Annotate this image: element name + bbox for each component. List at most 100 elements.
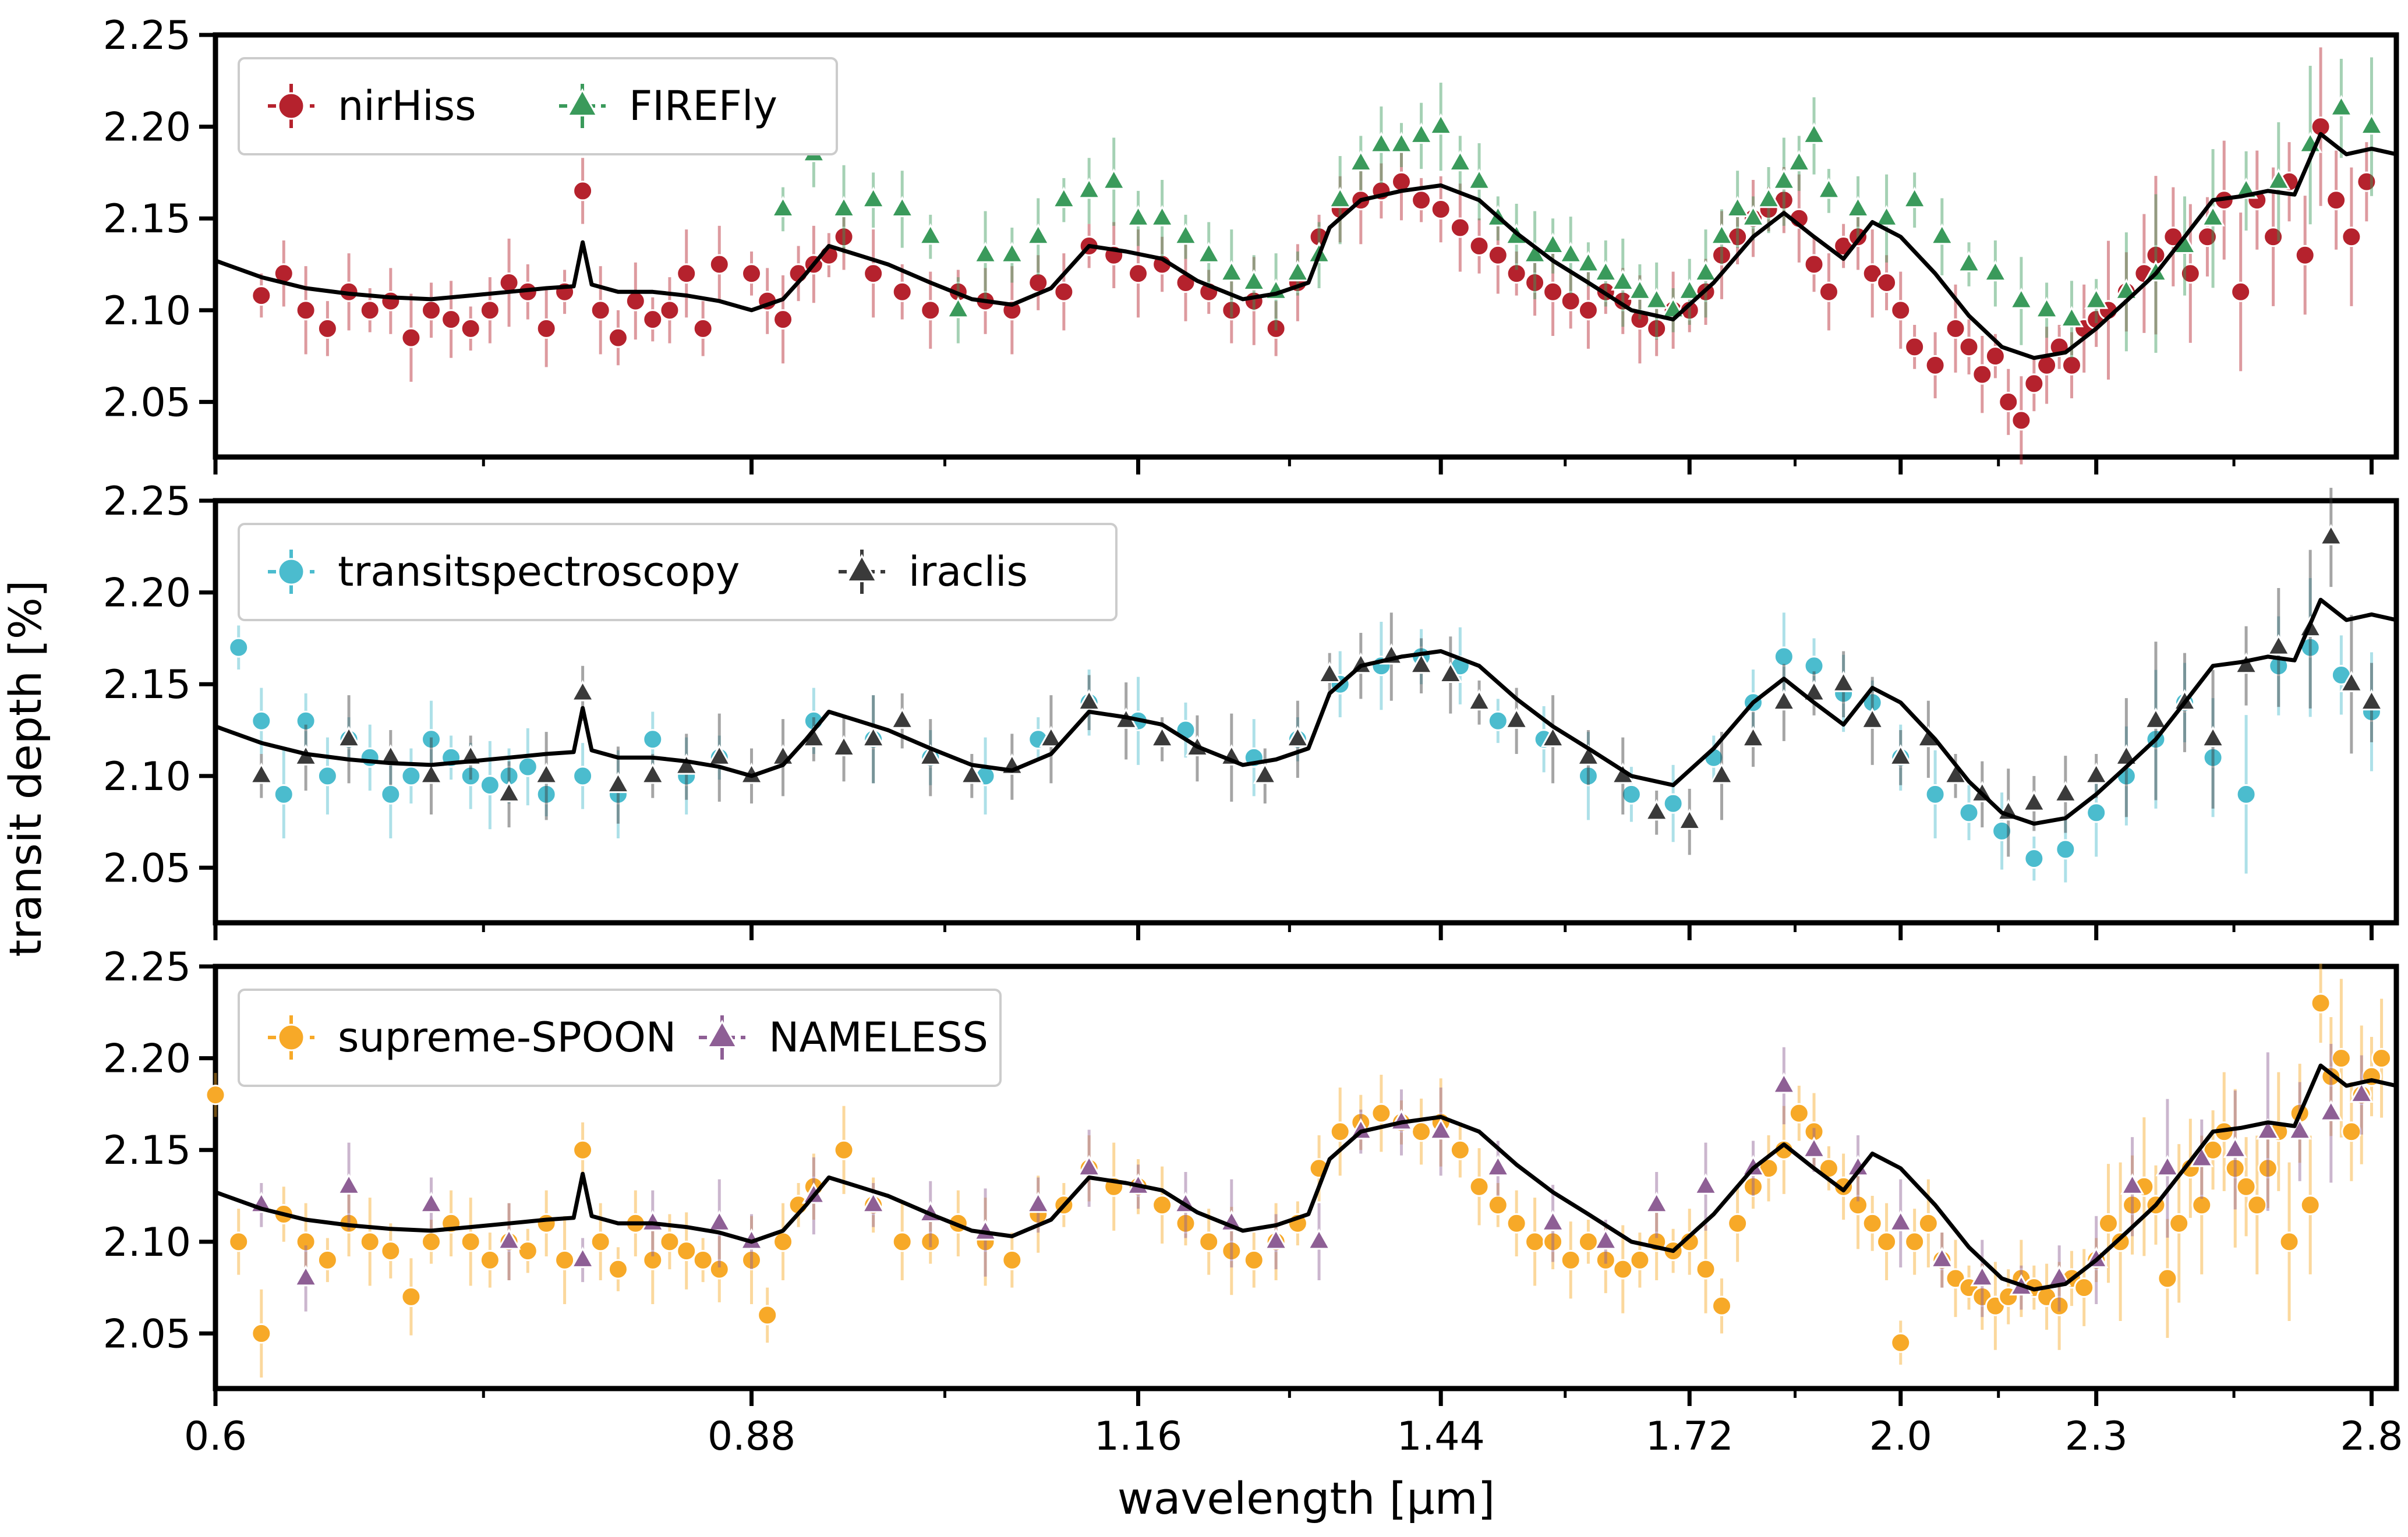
data-point (1578, 300, 1599, 321)
x-tick-label: 1.72 (1646, 1414, 1734, 1460)
data-point (674, 753, 699, 775)
legend-label: FIREFly (629, 82, 777, 130)
data-point (1152, 1195, 1173, 1216)
legend-box (238, 989, 1002, 1087)
y-tick-label: 2.20 (103, 105, 191, 151)
data-point (676, 263, 697, 284)
data-point (2230, 281, 2251, 302)
data-point (1998, 391, 2019, 412)
legend-marker (706, 1019, 738, 1048)
data-point (337, 725, 361, 748)
data-point (625, 291, 646, 311)
data-point (1771, 1072, 1796, 1094)
data-point (1679, 1231, 1700, 1252)
data-point (833, 1139, 854, 1160)
data-point (861, 725, 886, 748)
data-point (1449, 1139, 1470, 1160)
data-point (1150, 725, 1175, 748)
data-point (1053, 281, 1074, 302)
data-point (1845, 196, 1870, 217)
data-point (536, 318, 557, 339)
data-point (1409, 652, 1434, 674)
y-tick-label: 2.05 (103, 1311, 191, 1357)
data-point (1253, 762, 1277, 784)
y-tick-label: 2.20 (103, 1036, 191, 1082)
data-point (2319, 523, 2343, 546)
data-point (1985, 346, 2006, 367)
x-axis-label: wavelength [μm] (1118, 1472, 1495, 1524)
data-point (2371, 1048, 2392, 1069)
data-point (205, 1085, 226, 1106)
data-point (2074, 1277, 2095, 1298)
data-point (1645, 288, 1669, 309)
data-point (317, 766, 338, 787)
data-point (517, 1241, 538, 1262)
data-point (1709, 762, 1734, 784)
model-line (214, 1063, 2397, 1292)
data-point (273, 784, 294, 805)
data-point (1243, 1249, 1264, 1270)
data-point (421, 300, 442, 321)
data-point (1371, 1103, 1392, 1124)
data-point (1725, 196, 1750, 217)
data-point (1693, 260, 1718, 282)
data-point (973, 242, 998, 263)
data-point (1077, 177, 1101, 199)
data-point (1150, 205, 1175, 226)
data-point (2255, 1118, 2280, 1140)
x-tick-label: 2.0 (1869, 1414, 1932, 1460)
data-point (1198, 1231, 1219, 1252)
data-point (1904, 1231, 1925, 1252)
data-point (1925, 784, 1946, 805)
data-point (1467, 168, 1491, 190)
data-point (741, 1249, 762, 1270)
data-point (1265, 318, 1286, 339)
data-point (1411, 1121, 1432, 1142)
data-point (2341, 226, 2362, 247)
data-point (2120, 1173, 2145, 1195)
data-point (1816, 177, 1841, 199)
data-point (1773, 646, 1794, 667)
data-point (2266, 168, 2291, 190)
data-point (1487, 710, 1508, 731)
data-point (1242, 269, 1266, 291)
y-tick-label: 2.10 (103, 1220, 191, 1266)
data-point (1771, 689, 1796, 711)
data-point (692, 318, 713, 339)
data-point (1576, 744, 1600, 766)
series-transitspectroscopy (228, 578, 2382, 883)
data-point (1860, 707, 1884, 729)
data-point (295, 300, 316, 321)
data-point (2356, 171, 2377, 192)
series-NAMELESS (249, 1044, 2374, 1318)
data-point (1329, 1121, 1350, 1142)
data-point (2053, 781, 2078, 802)
data-point (1558, 242, 1583, 263)
legend-label: nirHiss (338, 82, 476, 130)
data-point (1576, 250, 1600, 272)
data-point (1611, 269, 1635, 291)
data-point (295, 1231, 316, 1252)
data-point (1389, 132, 1414, 153)
data-point (294, 1265, 318, 1287)
data-point (2022, 790, 2046, 812)
data-point (249, 762, 274, 784)
data-point (1645, 1191, 1669, 1213)
data-point (1787, 150, 1811, 172)
data-point (1285, 260, 1310, 282)
data-point (1918, 1213, 1939, 1234)
data-point (1709, 223, 1734, 245)
data-point (2263, 226, 2284, 247)
data-point (572, 766, 593, 787)
data-point (359, 747, 380, 768)
data-point (1307, 1228, 1331, 1250)
data-point (479, 300, 500, 321)
data-point (2009, 288, 2034, 309)
legend-marker (846, 554, 878, 582)
data-point (1695, 1259, 1716, 1280)
data-point (1525, 1231, 1546, 1252)
data-point (2035, 296, 2059, 318)
data-point (2341, 1121, 2362, 1142)
data-point (441, 309, 462, 330)
data-point (1221, 1241, 1242, 1262)
